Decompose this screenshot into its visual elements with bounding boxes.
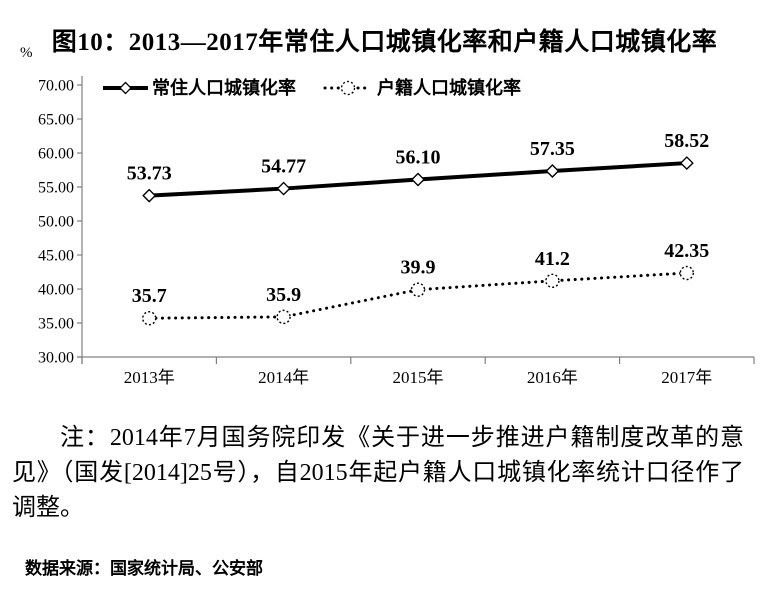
legend-diamond-marker-icon (119, 81, 132, 95)
data-label: 54.77 (261, 156, 306, 178)
circle-marker (410, 282, 426, 297)
diamond-marker (679, 156, 694, 171)
x-axis-label: 2014年 (258, 368, 309, 387)
y-tick-label: 60.00 (38, 146, 74, 163)
data-label: 53.73 (127, 163, 172, 185)
x-axis-label: 2015年 (393, 368, 444, 387)
line-chart: 30.00 35.00 40.00 45.00 50.00 55.00 60.00 65.00… (38, 76, 755, 387)
data-label: 35.7 (132, 285, 167, 307)
note-text: 注：2014年7月国务院印发《关于进一步推进户籍制度改革的意见》（国发[2014… (12, 425, 744, 521)
y-tick-label: 40.00 (38, 282, 74, 299)
diamond-marker (142, 188, 157, 203)
data-source-label: 数据来源：国家统计局、公安部 (25, 559, 263, 578)
legend-label-registered: 户籍人口城镇化率 (377, 77, 521, 98)
circle-marker (141, 311, 157, 326)
legend-circle-marker-icon (340, 80, 356, 96)
y-tick-label: 30.00 (38, 350, 74, 367)
y-tick-label: 45.00 (38, 248, 74, 265)
y-tick-label: 65.00 (38, 112, 74, 129)
data-label: 42.35 (664, 240, 709, 262)
y-tick-label: 50.00 (38, 214, 74, 231)
x-axis-label: 2016年 (527, 368, 578, 387)
x-axis-label: 2013年 (124, 368, 175, 387)
data-label: 35.9 (266, 284, 301, 306)
data-label: 39.9 (401, 257, 436, 279)
x-axis-label: 2017年 (661, 368, 712, 387)
diamond-marker (411, 172, 425, 187)
y-tick-label: 55.00 (38, 180, 74, 197)
diamond-marker (276, 181, 291, 196)
data-label: 56.10 (396, 147, 441, 169)
data-label: 41.2 (535, 248, 570, 270)
y-tick-label: 35.00 (38, 316, 74, 333)
y-tick-label: 70.00 (38, 78, 74, 95)
diamond-marker (545, 164, 560, 179)
data-label: 58.52 (664, 130, 709, 152)
chart-title: 图10：2013—2017年常住人口城镇化率和户籍人口城镇化率 (51, 29, 718, 56)
y-axis-unit-label: % (20, 45, 33, 61)
legend-label-resident: 常住人口城镇化率 (152, 77, 296, 98)
data-label: 57.35 (530, 138, 575, 160)
circle-marker (276, 309, 291, 325)
circle-marker (545, 273, 560, 289)
circle-marker (679, 265, 694, 281)
